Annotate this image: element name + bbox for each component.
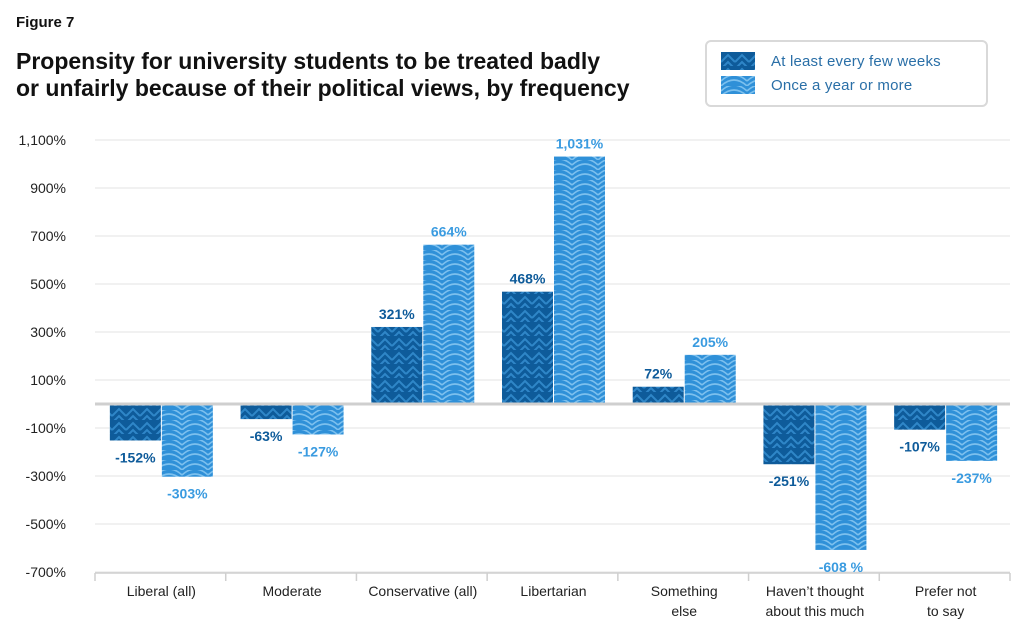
legend-label-series-1: At least every few weeks — [771, 52, 941, 70]
bar-series-2 — [554, 156, 605, 404]
x-category-label: Libertarian — [520, 583, 586, 599]
bar-series-1 — [371, 326, 423, 404]
bar-series-1 — [109, 404, 161, 441]
data-label-series-2: -608 % — [819, 559, 864, 575]
y-tick-label: 500% — [30, 276, 66, 292]
value-labels: -152% -303% -63% -127% 321% 664% 468% 1,031% 72%… — [115, 136, 992, 575]
bar-series-2 — [161, 404, 213, 477]
data-label-series-1: -63% — [250, 428, 283, 444]
data-label-series-2: -303% — [167, 486, 208, 502]
y-tick-label: -700% — [26, 564, 66, 580]
bar-series-2 — [423, 244, 475, 404]
legend-item-series-1: At least every few weeks — [721, 52, 941, 70]
y-tick-label: 300% — [30, 324, 66, 340]
x-category-label: Prefer not — [915, 583, 977, 599]
chart-title-line-2: or unfairly because of their political v… — [16, 75, 630, 101]
bars — [109, 156, 998, 550]
data-label-series-1: -107% — [899, 439, 940, 455]
data-label-series-2: 664% — [431, 224, 467, 240]
y-tick-label: 1,100% — [19, 132, 66, 148]
figure-label: Figure 7 — [16, 14, 75, 31]
y-tick-label: 700% — [30, 228, 66, 244]
bar-series-2 — [815, 404, 867, 550]
x-category-label: about this much — [766, 603, 865, 619]
y-tick-label: -500% — [26, 516, 66, 532]
x-category-label: Conservative (all) — [368, 583, 477, 599]
data-label-series-2: 205% — [692, 334, 728, 350]
x-category-label: to say — [927, 603, 964, 619]
data-label-series-2: 1,031% — [556, 136, 604, 152]
data-label-series-1: 468% — [510, 271, 546, 287]
x-category-label: Haven’t thought — [766, 583, 864, 599]
data-label-series-1: 321% — [379, 306, 415, 322]
legend-item-series-2: Once a year or more — [721, 76, 912, 94]
y-tick-label: -100% — [26, 420, 66, 436]
bar-series-1 — [502, 291, 553, 404]
data-label-series-1: -152% — [115, 449, 156, 465]
x-category-label: Liberal (all) — [127, 583, 196, 599]
chart-title: Propensity for university students to be… — [16, 48, 676, 102]
bar-series-1 — [763, 404, 815, 465]
data-label-series-2: -127% — [298, 443, 339, 459]
axes: -700% -500% -300% -100% 100% 300% 500% 700% 900%… — [19, 132, 1011, 619]
bar-series-1 — [632, 386, 684, 404]
data-label-series-2: -237% — [951, 470, 992, 486]
x-category-label: else — [671, 603, 697, 619]
x-category-label: Moderate — [262, 583, 321, 599]
chart-legend: At least every few weeks Once a year or … — [705, 40, 988, 107]
y-tick-label: 100% — [30, 372, 66, 388]
data-label-series-1: 72% — [644, 366, 673, 382]
bar-series-1 — [894, 404, 946, 430]
legend-swatch-series-2 — [721, 76, 755, 94]
x-category-label: Something — [651, 583, 718, 599]
bar-series-2 — [946, 404, 998, 461]
y-tick-label: -300% — [26, 468, 66, 484]
chart-title-line-1: Propensity for university students to be… — [16, 48, 601, 74]
legend-label-series-2: Once a year or more — [771, 76, 913, 94]
legend-swatch-series-1 — [721, 52, 755, 70]
bar-series-2 — [684, 354, 736, 404]
bar-series-2 — [292, 404, 344, 435]
data-label-series-1: -251% — [769, 473, 810, 489]
bar-series-1 — [240, 404, 292, 420]
y-tick-label: 900% — [30, 180, 66, 196]
